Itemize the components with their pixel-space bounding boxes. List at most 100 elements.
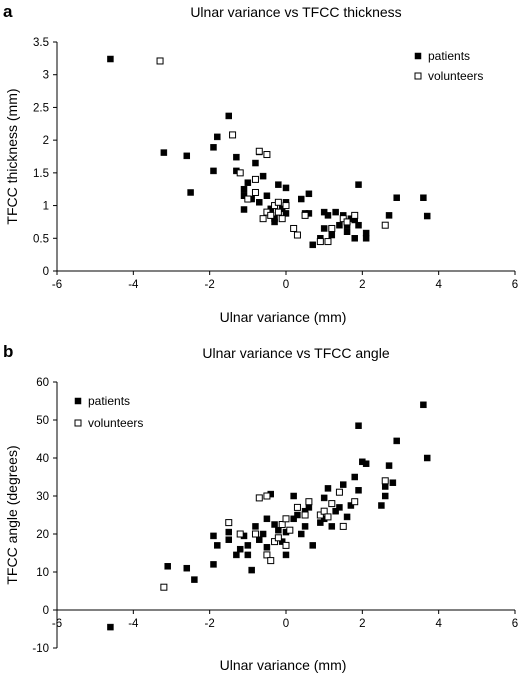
data-point-patients [233, 153, 240, 161]
x-tick-label: -4 [128, 279, 139, 291]
data-point-volunteers [259, 215, 267, 223]
legend-marker-patients [74, 397, 82, 405]
data-point-volunteers [251, 530, 259, 538]
data-point-patients [423, 454, 431, 462]
data-point-patients [244, 551, 252, 559]
data-point-volunteers [267, 211, 275, 219]
data-point-volunteers [282, 202, 290, 210]
data-point-volunteers [381, 221, 389, 229]
data-point-volunteers [316, 511, 324, 519]
data-point-volunteers [316, 238, 324, 246]
y-tick-label: 0.5 [33, 233, 49, 245]
data-point-patients [263, 192, 271, 200]
x-tick-label: 4 [435, 618, 442, 630]
data-point-volunteers [229, 131, 237, 139]
data-point-patients [393, 194, 400, 201]
data-point-volunteers [274, 208, 282, 216]
legend-label-patients: patients [88, 394, 130, 408]
x-tick-label: -4 [128, 618, 139, 630]
data-point-volunteers [282, 515, 290, 523]
data-point-patients [160, 149, 168, 156]
data-point-volunteers [343, 218, 351, 226]
data-point-patients [225, 528, 232, 536]
data-point-patients [355, 487, 362, 494]
data-point-patients [336, 221, 343, 229]
data-point-patients [351, 235, 358, 242]
chart-title: Ulnar variance vs TFCC angle [202, 345, 389, 361]
data-point-patients [324, 212, 332, 219]
data-point-patients [328, 231, 336, 239]
x-axis-label: Ulnar variance (mm) [220, 657, 347, 673]
data-point-patients [290, 515, 297, 523]
x-tick-label: 4 [435, 279, 442, 291]
data-point-patients [278, 538, 286, 545]
data-point-patients [389, 479, 397, 486]
data-point-volunteers [335, 488, 343, 496]
data-point-patients [214, 542, 221, 549]
data-point-volunteers [328, 500, 336, 508]
data-point-volunteers [278, 215, 286, 223]
y-tick-label: 3 [43, 70, 49, 82]
data-point-volunteers [255, 147, 263, 155]
data-point-patients [317, 519, 324, 526]
y-tick-label: -10 [32, 643, 49, 655]
data-point-patients [294, 511, 301, 519]
data-point-patients [305, 190, 313, 198]
data-point-patients [233, 551, 240, 559]
data-point-patients [275, 526, 282, 534]
data-point-patients [259, 172, 267, 180]
data-point-patients [298, 530, 305, 538]
y-tick-label: 1 [43, 201, 49, 213]
data-point-patients [256, 536, 263, 543]
chart-title: Ulnar variance vs TFCC thickness [190, 4, 401, 20]
data-point-patients [423, 212, 431, 220]
data-point-volunteers [320, 507, 328, 515]
data-point-patients [336, 504, 343, 511]
data-point-patients [378, 502, 385, 509]
legend-marker-patients [414, 52, 422, 60]
data-point-patients [259, 530, 267, 538]
legend-label-volunteers: volunteers [428, 69, 483, 83]
y-tick-label: 30 [36, 491, 49, 503]
data-point-volunteers [305, 498, 313, 506]
data-point-volunteers [381, 477, 389, 485]
data-point-patients [248, 566, 255, 574]
x-tick-label: -2 [205, 279, 215, 291]
y-tick-label: 40 [36, 453, 49, 465]
data-point-volunteers [324, 238, 332, 246]
x-tick-label: 6 [512, 279, 518, 291]
data-point-patients [355, 422, 362, 429]
x-axis-label: Ulnar variance (mm) [220, 309, 347, 325]
data-point-patients [332, 208, 339, 216]
data-point-volunteers [263, 151, 271, 159]
y-tick-label: 20 [36, 529, 49, 541]
data-point-volunteers [324, 513, 332, 521]
data-point-volunteers [263, 551, 271, 559]
x-tick-label: 0 [283, 279, 289, 291]
data-point-patients [298, 195, 305, 203]
data-point-volunteers [301, 511, 309, 519]
data-point-patients [244, 179, 252, 186]
data-point-patients [271, 521, 278, 528]
data-point-volunteers [156, 57, 164, 65]
y-axis-label: TFCC angle (degrees) [4, 445, 20, 584]
data-point-volunteers [301, 211, 309, 219]
data-point-patients [282, 551, 290, 559]
data-point-patients [362, 235, 370, 242]
data-point-volunteers [293, 231, 301, 239]
data-point-patients [275, 181, 282, 188]
data-point-patients [282, 210, 290, 217]
data-point-patients [362, 460, 370, 467]
data-point-patients [256, 199, 263, 206]
data-point-volunteers [351, 498, 359, 506]
x-tick-label: 0 [283, 618, 289, 630]
data-point-patients [305, 504, 313, 511]
data-point-volunteers [160, 583, 168, 591]
data-point-patients [263, 544, 271, 551]
data-point-volunteers [225, 519, 233, 527]
data-point-volunteers [251, 175, 259, 183]
data-point-volunteers [263, 492, 271, 500]
data-point-patients [355, 221, 362, 229]
data-point-patients [164, 563, 171, 570]
data-point-patients [385, 462, 393, 469]
